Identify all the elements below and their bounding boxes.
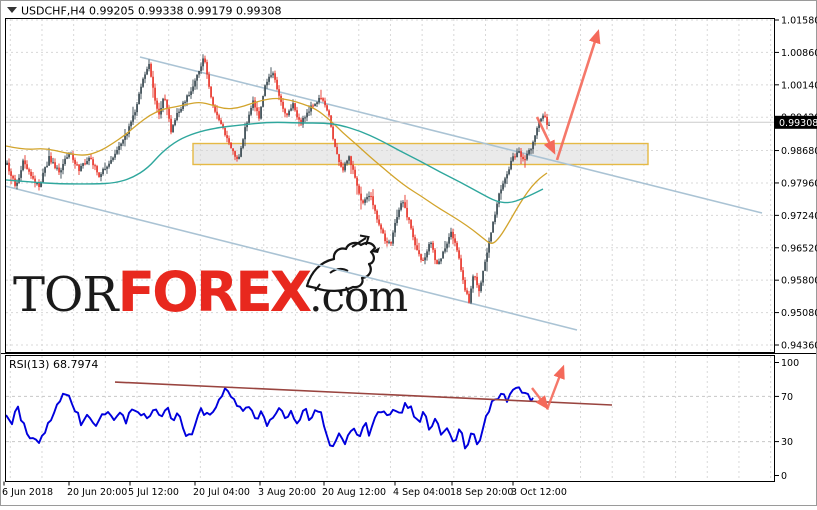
rsi-level-label: 100 (781, 358, 799, 369)
time-label: 20 Aug 12:00 (322, 487, 386, 498)
price-label: 0.96520 (781, 243, 817, 254)
price-label: 0.95080 (781, 308, 817, 319)
time-label: 4 Sep 04:00 (393, 487, 450, 498)
current-price-value: 0.99308 (779, 118, 817, 129)
rsi-plot-area[interactable] (6, 356, 774, 481)
time-label: 6 Jun 2018 (2, 487, 53, 498)
rsi-label: RSI(13) 68.7974 (9, 358, 98, 371)
price-label: 0.95800 (781, 276, 817, 287)
rsi-level-label: 30 (781, 437, 793, 448)
time-label: 5 Jul 12:00 (128, 487, 179, 498)
current-price-badge: 0.99308 (775, 116, 817, 129)
main-plot-area[interactable] (6, 19, 774, 352)
price-label: 0.98680 (781, 146, 817, 157)
price-label: 1.00860 (781, 48, 817, 59)
rsi-level-label: 70 (781, 392, 793, 403)
time-label: 20 Jun 20:00 (67, 487, 127, 498)
price-label: 1.00140 (781, 80, 817, 91)
price-label: 0.97240 (781, 211, 817, 222)
time-label: 20 Jul 04:00 (193, 487, 250, 498)
ohlc-readout: USDCHF,H4 0.99205 0.99338 0.99179 0.9930… (21, 5, 282, 18)
time-label: 3 Oct 12:00 (511, 487, 567, 498)
price-label: 1.01580 (781, 16, 817, 27)
time-label: 18 Sep 20:00 (450, 487, 513, 498)
rsi-level-label: 0 (781, 471, 787, 482)
time-label: 3 Aug 20:00 (258, 487, 316, 498)
price-label: 0.97960 (781, 178, 817, 189)
price-label: 0.94360 (781, 341, 817, 352)
